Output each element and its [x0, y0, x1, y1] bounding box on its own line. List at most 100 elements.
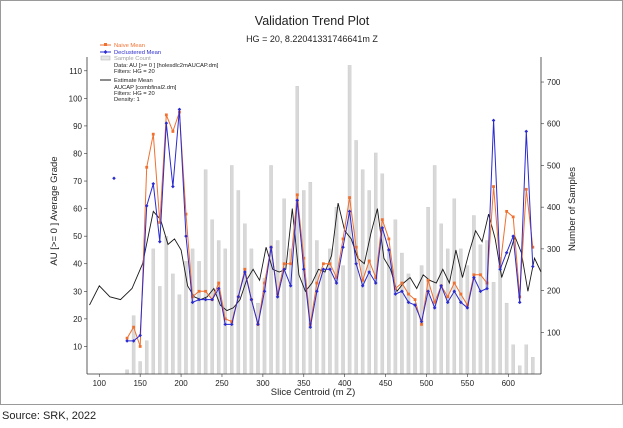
- sample-count-bar: [478, 244, 483, 375]
- legend-count-swatch: [100, 55, 111, 61]
- naive-mean-point: [197, 289, 201, 293]
- y-right-tick-label: 100: [547, 328, 561, 337]
- legend-naive-marker: [104, 43, 107, 46]
- declustered-mean-point: [158, 239, 162, 244]
- declustered-mean-point: [138, 333, 142, 338]
- x-tick-label: 500: [420, 379, 434, 388]
- x-tick-label: 200: [174, 379, 188, 388]
- declustered-mean-point: [419, 319, 424, 324]
- declustered-mean-point: [452, 289, 457, 294]
- sample-count-bar: [216, 240, 221, 375]
- legend-naive-label: Naive Mean: [114, 43, 145, 49]
- sample-count-bar: [236, 190, 241, 375]
- y-left-tick-label: 90: [73, 122, 82, 131]
- declustered-mean-point: [236, 295, 241, 299]
- naive-mean-point: [452, 281, 456, 285]
- naive-mean-point: [230, 320, 234, 324]
- naive-mean-point: [217, 281, 221, 285]
- sample-count-bar: [171, 273, 175, 375]
- declustered-mean-point: [426, 289, 430, 294]
- declustered-mean-point: [504, 250, 509, 255]
- sample-count-bar: [203, 169, 208, 375]
- sample-count-bar: [308, 181, 313, 375]
- sample-count-bar: [230, 165, 234, 375]
- x-tick-label: 600: [502, 379, 516, 388]
- declustered-mean-point: [184, 234, 188, 238]
- sample-count-bar: [517, 365, 522, 375]
- sample-count-bar: [321, 269, 326, 375]
- naive-mean-point: [125, 336, 129, 340]
- chart-frame: Validation Trend Plot HG = 20, 8.2204133…: [0, 0, 623, 405]
- naive-mean-point: [164, 113, 168, 117]
- sample-count-bar: [158, 286, 162, 375]
- y-left-tick-label: 10: [73, 342, 82, 351]
- declustered-mean-point: [459, 300, 463, 305]
- naive-mean-point: [361, 278, 365, 282]
- sample-count-bar: [275, 240, 280, 375]
- naive-mean-point: [387, 237, 391, 241]
- declustered-mean-point: [321, 267, 326, 272]
- x-tick-label: 550: [461, 379, 475, 388]
- sample-count-bar: [445, 248, 450, 375]
- naive-mean-point: [315, 281, 319, 285]
- declustered-mean-point: [216, 286, 221, 291]
- declustered-mean-point: [262, 289, 267, 294]
- sample-count-bar: [413, 302, 417, 375]
- declustered-mean-point: [229, 322, 234, 327]
- y-axis-right-label: Number of Samples: [567, 167, 578, 251]
- naive-mean-point: [243, 267, 247, 271]
- y-left-tick-label: 20: [73, 315, 82, 324]
- sample-count-bar: [393, 219, 398, 375]
- declustered-mean-point: [393, 292, 398, 296]
- naive-mean-point: [138, 345, 142, 348]
- declustered-mean-point: [491, 118, 496, 123]
- sample-count-bar: [531, 357, 535, 375]
- x-tick-label: 100: [93, 379, 107, 388]
- sample-count-bar: [406, 273, 411, 375]
- x-tick-label: 350: [297, 379, 311, 388]
- sample-count-bar: [380, 173, 385, 375]
- y-left-tick-label: 80: [73, 149, 82, 158]
- chart-subtitle: HG = 20, 8.22041331746641m Z: [246, 34, 378, 44]
- declustered-mean-point: [432, 306, 437, 310]
- declustered-mean-point: [360, 283, 365, 288]
- declustered-mean-point: [524, 129, 529, 134]
- naive-mean-point: [328, 262, 332, 266]
- naive-mean-point: [151, 132, 155, 136]
- naive-mean-point: [335, 276, 338, 279]
- x-tick-label: 450: [379, 379, 393, 388]
- declustered-mean-point: [531, 264, 535, 269]
- sample-count-bar: [367, 190, 371, 375]
- naive-mean-point: [348, 196, 351, 199]
- chart-title: Validation Trend Plot: [255, 14, 370, 28]
- sample-count-bar: [432, 165, 437, 375]
- declustered-mean-point: [203, 297, 208, 302]
- naive-mean-point: [132, 325, 136, 329]
- declustered-mean-point: [478, 289, 483, 294]
- y-right-tick-label: 600: [547, 120, 561, 129]
- legend-data-filter: Filters: HG = 20: [114, 69, 155, 75]
- x-tick-label: 250: [215, 379, 229, 388]
- sample-count-bar: [282, 198, 286, 375]
- naive-mean-point: [407, 292, 410, 296]
- y-left-tick-label: 50: [73, 232, 82, 241]
- sample-count-bar: [315, 240, 319, 375]
- declustered-mean-point: [288, 283, 293, 288]
- naive-mean-point: [374, 276, 378, 279]
- legend-estimate-note: AUCAP [combfinal2.dm]: [114, 85, 177, 91]
- naive-mean-point: [263, 281, 266, 285]
- y-left-tick-label: 70: [73, 177, 82, 186]
- sample-count-bar: [334, 207, 339, 375]
- plot-area: 100 150 200 250 300 350 400 450 500 550 600 10 20 30 4…: [69, 57, 561, 388]
- declustered-mean-point: [197, 297, 201, 302]
- sample-count-bar: [151, 248, 156, 375]
- declustered-mean-point: [354, 261, 358, 266]
- y-left-tick-label: 30: [73, 287, 82, 296]
- naive-mean-point: [184, 212, 188, 216]
- sample-count-bar: [504, 302, 509, 375]
- naive-mean-point: [420, 322, 423, 326]
- naive-mean-point: [413, 298, 417, 301]
- naive-mean-point: [472, 273, 476, 277]
- declustered-mean-point: [151, 182, 156, 186]
- declustered-mean-point: [341, 245, 345, 249]
